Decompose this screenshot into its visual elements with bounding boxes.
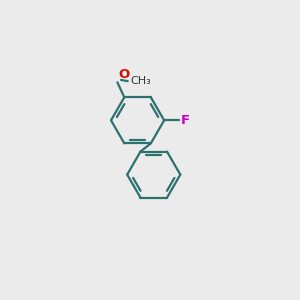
Text: CH₃: CH₃: [130, 76, 151, 86]
Text: F: F: [180, 114, 189, 127]
Text: O: O: [118, 68, 130, 81]
